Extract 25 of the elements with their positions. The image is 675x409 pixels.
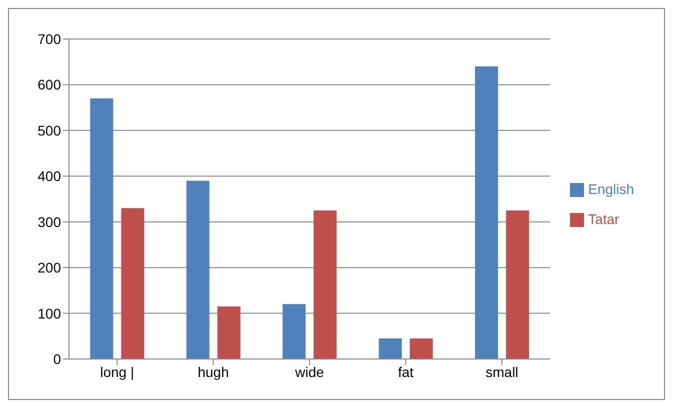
bar <box>282 304 306 359</box>
bar <box>475 66 498 359</box>
y-tick-label: 700 <box>38 30 62 47</box>
bar <box>314 210 337 359</box>
bar <box>186 180 210 359</box>
legend-label: Tatar <box>588 211 620 227</box>
bar <box>217 306 240 359</box>
y-tick-label: 500 <box>38 122 62 138</box>
x-tick-label: fat <box>398 364 414 380</box>
y-tick-label: 200 <box>38 260 62 276</box>
bar <box>378 338 402 359</box>
y-tick-label: 600 <box>38 76 62 93</box>
bar <box>506 210 530 359</box>
y-tick-label: 100 <box>38 305 62 322</box>
y-tick-label: 0 <box>53 350 62 367</box>
x-tick-label: hugh <box>198 364 229 380</box>
y-tick-label: 400 <box>38 168 62 184</box>
bar <box>121 208 144 359</box>
x-tick-label: wide <box>294 364 324 380</box>
x-tick-label: small <box>486 364 518 380</box>
bar <box>410 338 433 359</box>
legend-label: English <box>588 181 634 197</box>
x-tick-label: long | <box>100 364 134 380</box>
bar <box>90 98 114 359</box>
y-tick-label: 300 <box>38 214 62 230</box>
